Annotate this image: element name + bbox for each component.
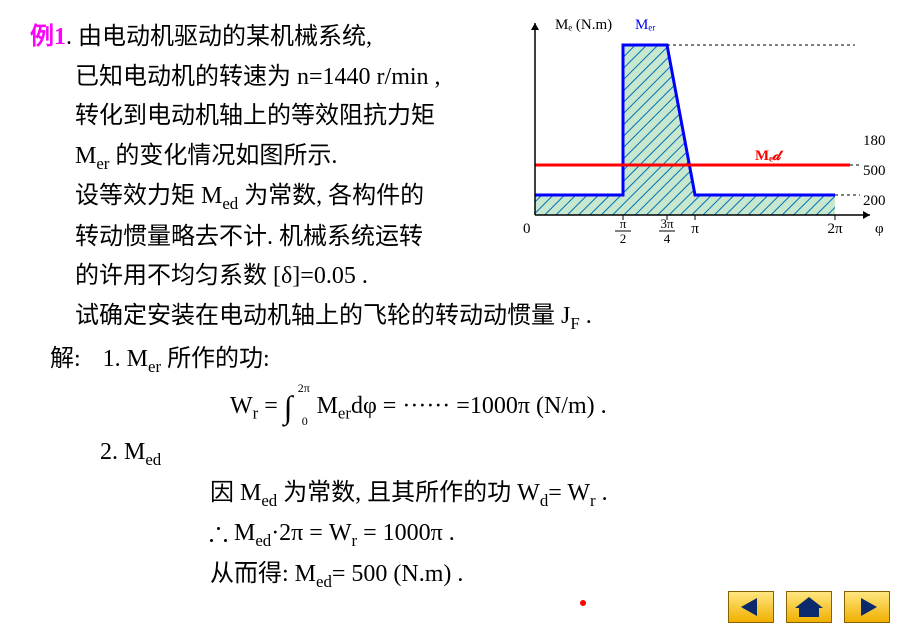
line3: 转化到电动机轴上的等效阻抗力矩 xyxy=(75,103,435,129)
svg-text:2π: 2π xyxy=(827,221,843,237)
svg-text:Mₑᵣ: Mₑᵣ xyxy=(635,17,656,33)
example-label: 例1 xyxy=(30,24,66,50)
line5b: 为常数, 各构件的 xyxy=(238,183,424,209)
eq1-Wr: W xyxy=(230,392,253,418)
svg-text:φ: φ xyxy=(875,221,884,237)
line5a: 设等效力矩 M xyxy=(75,183,222,209)
line1: . 由电动机驱动的某机械系统, xyxy=(66,24,372,50)
line2: 已知电动机的转速为 n=1440 r/min , xyxy=(75,64,441,90)
s1b: 所作的功: xyxy=(161,346,270,372)
nav-buttons xyxy=(722,591,890,623)
line8b: . xyxy=(580,303,592,329)
svg-text:200: 200 xyxy=(863,193,885,209)
svg-text:Mₑ (N.m): Mₑ (N.m) xyxy=(555,17,612,33)
red-dot xyxy=(580,600,586,606)
svg-text:500: 500 xyxy=(863,163,885,179)
s1a: 1. M xyxy=(103,346,148,372)
line4b: 的变化情况如图所示. xyxy=(109,143,337,169)
chart-svg: Mₑ (N.m) Mₑᵣ Mₑ𝒹 1800 500 200 0 π 2π φ π… xyxy=(495,15,885,245)
svg-text:π: π xyxy=(691,221,699,237)
solution-label: 解: xyxy=(50,346,81,372)
svg-text:2: 2 xyxy=(620,231,627,245)
sub-ed: ed xyxy=(222,194,238,213)
line4a: M xyxy=(75,143,96,169)
home-button[interactable] xyxy=(786,591,832,623)
svg-text:Mₑ𝒹: Mₑ𝒹 xyxy=(755,148,784,164)
integral-sign: ∫2π0 xyxy=(284,381,293,434)
svg-text:1800: 1800 xyxy=(863,133,885,149)
solution-block: 解: 1. Mer 所作的功: Wr = ∫2π0 Merdφ = ······… xyxy=(30,340,890,595)
svg-text:0: 0 xyxy=(523,221,531,237)
sub-F: F xyxy=(570,314,579,333)
next-button[interactable] xyxy=(844,591,890,623)
prev-button[interactable] xyxy=(728,591,774,623)
sub-er: er xyxy=(96,154,109,173)
s2a: 2. M xyxy=(100,439,145,465)
line7: 的许用不均匀系数 [δ]=0.05 . xyxy=(75,263,368,289)
torque-chart: Mₑ (N.m) Mₑᵣ Mₑ𝒹 1800 500 200 0 π 2π φ π… xyxy=(495,15,885,245)
line6: 转动惯量略去不计. 机械系统运转 xyxy=(75,224,423,250)
line8a: 试确定安装在电动机轴上的飞轮的转动动惯量 J xyxy=(75,303,570,329)
svg-text:4: 4 xyxy=(664,231,671,245)
